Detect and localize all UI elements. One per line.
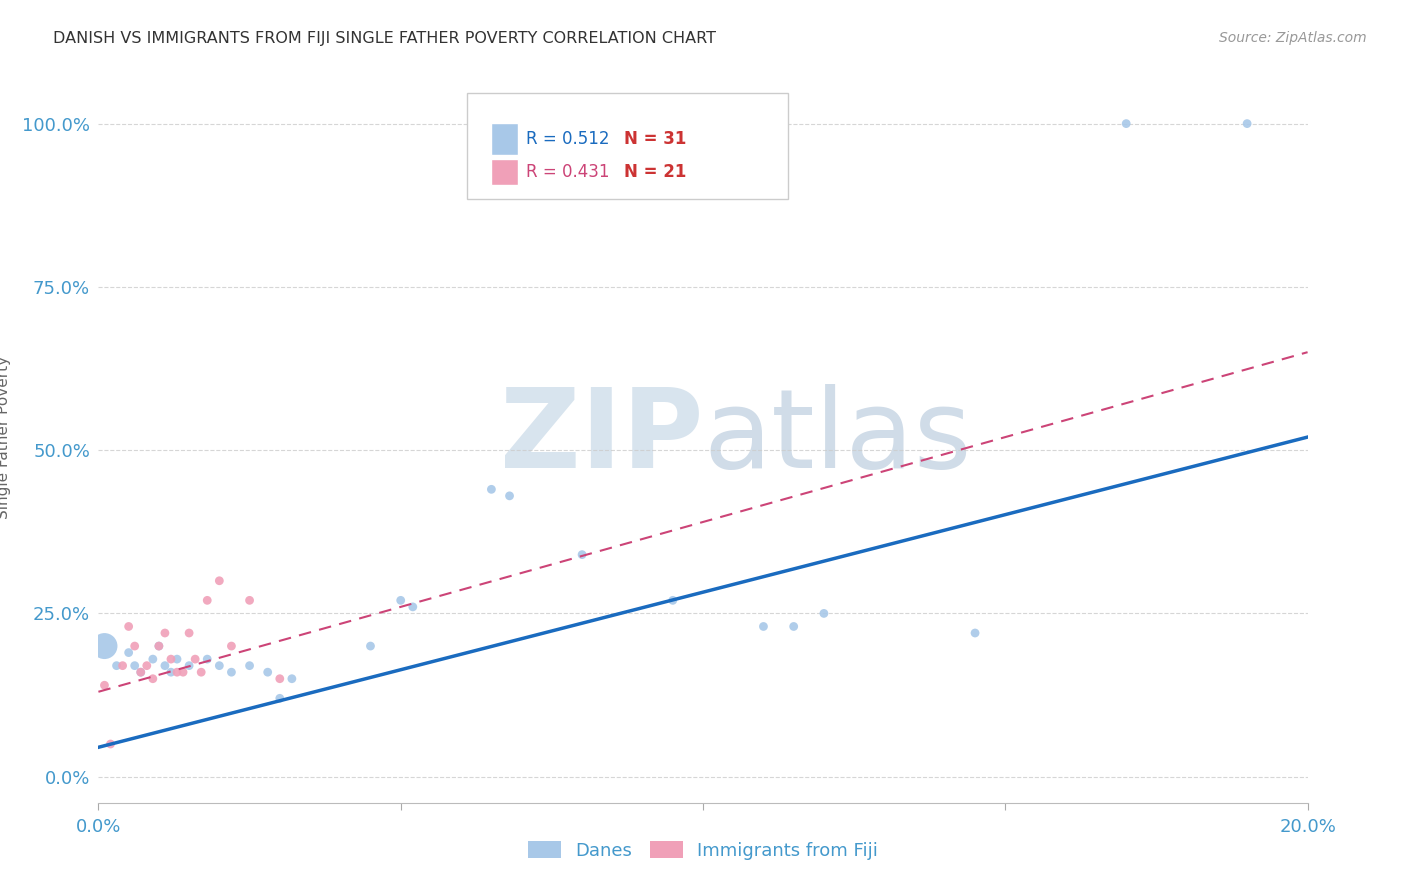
Point	[184, 652, 207, 666]
Point	[208, 574, 231, 588]
Text: DANISH VS IMMIGRANTS FROM FIJI SINGLE FATHER POVERTY CORRELATION CHART: DANISH VS IMMIGRANTS FROM FIJI SINGLE FA…	[53, 31, 717, 46]
Point	[190, 665, 212, 680]
Text: atlas: atlas	[703, 384, 972, 491]
Point	[148, 639, 170, 653]
Point	[160, 665, 183, 680]
Text: N = 31: N = 31	[624, 129, 686, 148]
FancyBboxPatch shape	[492, 159, 517, 185]
Point	[239, 658, 262, 673]
Point	[124, 639, 146, 653]
Text: Source: ZipAtlas.com: Source: ZipAtlas.com	[1219, 31, 1367, 45]
Point	[129, 665, 152, 680]
Point	[269, 691, 291, 706]
Point	[783, 619, 806, 633]
Point	[93, 678, 115, 692]
Point	[118, 646, 141, 660]
Point	[360, 639, 382, 653]
Point	[118, 619, 141, 633]
Point	[153, 658, 176, 673]
FancyBboxPatch shape	[492, 122, 517, 155]
Point	[105, 658, 128, 673]
Point	[179, 658, 201, 673]
Y-axis label: Single Father Poverty: Single Father Poverty	[0, 356, 11, 518]
Point	[179, 626, 201, 640]
FancyBboxPatch shape	[467, 94, 787, 200]
Point	[129, 665, 152, 680]
Point	[239, 593, 262, 607]
Legend: Danes, Immigrants from Fiji: Danes, Immigrants from Fiji	[522, 834, 884, 867]
Point	[752, 619, 775, 633]
Point	[661, 593, 683, 607]
Point	[195, 593, 218, 607]
Point	[148, 639, 170, 653]
Point	[124, 658, 146, 673]
Point	[100, 737, 122, 751]
Point	[172, 665, 194, 680]
Point	[153, 626, 176, 640]
Point	[195, 652, 218, 666]
Point	[1236, 117, 1258, 131]
Point	[1115, 117, 1137, 131]
Point	[269, 672, 291, 686]
Text: ZIP: ZIP	[499, 384, 703, 491]
Point	[166, 665, 188, 680]
Point	[389, 593, 412, 607]
Point	[208, 658, 231, 673]
Point	[93, 639, 115, 653]
Text: R = 0.512: R = 0.512	[526, 129, 610, 148]
Point	[813, 607, 835, 621]
Text: N = 21: N = 21	[624, 163, 686, 181]
Point	[142, 672, 165, 686]
Point	[498, 489, 520, 503]
Point	[221, 639, 243, 653]
Point	[965, 626, 987, 640]
Point	[160, 652, 183, 666]
Point	[135, 658, 157, 673]
Point	[402, 599, 425, 614]
Point	[221, 665, 243, 680]
Point	[142, 652, 165, 666]
Point	[166, 652, 188, 666]
Point	[571, 548, 593, 562]
Point	[111, 658, 134, 673]
Point	[256, 665, 278, 680]
Point	[281, 672, 304, 686]
Point	[481, 483, 503, 497]
Text: R = 0.431: R = 0.431	[526, 163, 610, 181]
